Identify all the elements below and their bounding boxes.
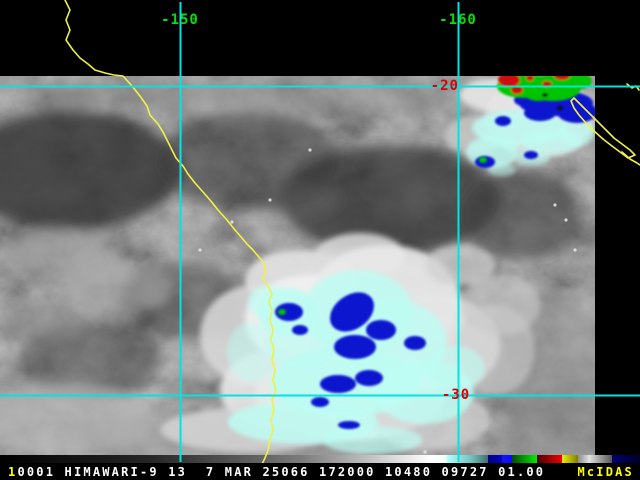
colorbar-segment xyxy=(512,455,537,463)
colorbar-segment xyxy=(562,455,578,463)
lat-label-30: -30 xyxy=(441,387,471,403)
colorbar-segment xyxy=(430,455,447,463)
colorbar-segment xyxy=(488,455,502,463)
colorbar-segment xyxy=(300,455,430,463)
frame-number: 1 xyxy=(8,464,18,479)
colorbar-segment xyxy=(590,455,612,463)
mcidas-brand: McIDAS xyxy=(577,464,634,479)
lon-label-150: -150 xyxy=(161,12,199,28)
lon-label-160: -160 xyxy=(439,12,477,28)
image-annotation: 0001 HIMAWARI-9 13 7 MAR 25066 172000 10… xyxy=(17,464,546,479)
ir-enhancement-colorbar xyxy=(0,455,640,463)
colorbar-segment xyxy=(578,455,590,463)
colorbar-segment xyxy=(502,455,512,463)
colorbar-segment xyxy=(470,455,488,463)
colorbar-segment xyxy=(150,455,300,463)
cloud-specks xyxy=(198,148,577,454)
colorbar-segment xyxy=(0,455,150,463)
colorbar-segment xyxy=(537,455,562,463)
queensland-coastline xyxy=(64,0,277,465)
colorbar-segment xyxy=(612,455,640,463)
status-bar: 1 0001 HIMAWARI-9 13 7 MAR 25066 172000 … xyxy=(0,463,640,480)
lat-label-20: -20 xyxy=(430,78,459,94)
enhanced-green-red-layer xyxy=(278,76,592,315)
